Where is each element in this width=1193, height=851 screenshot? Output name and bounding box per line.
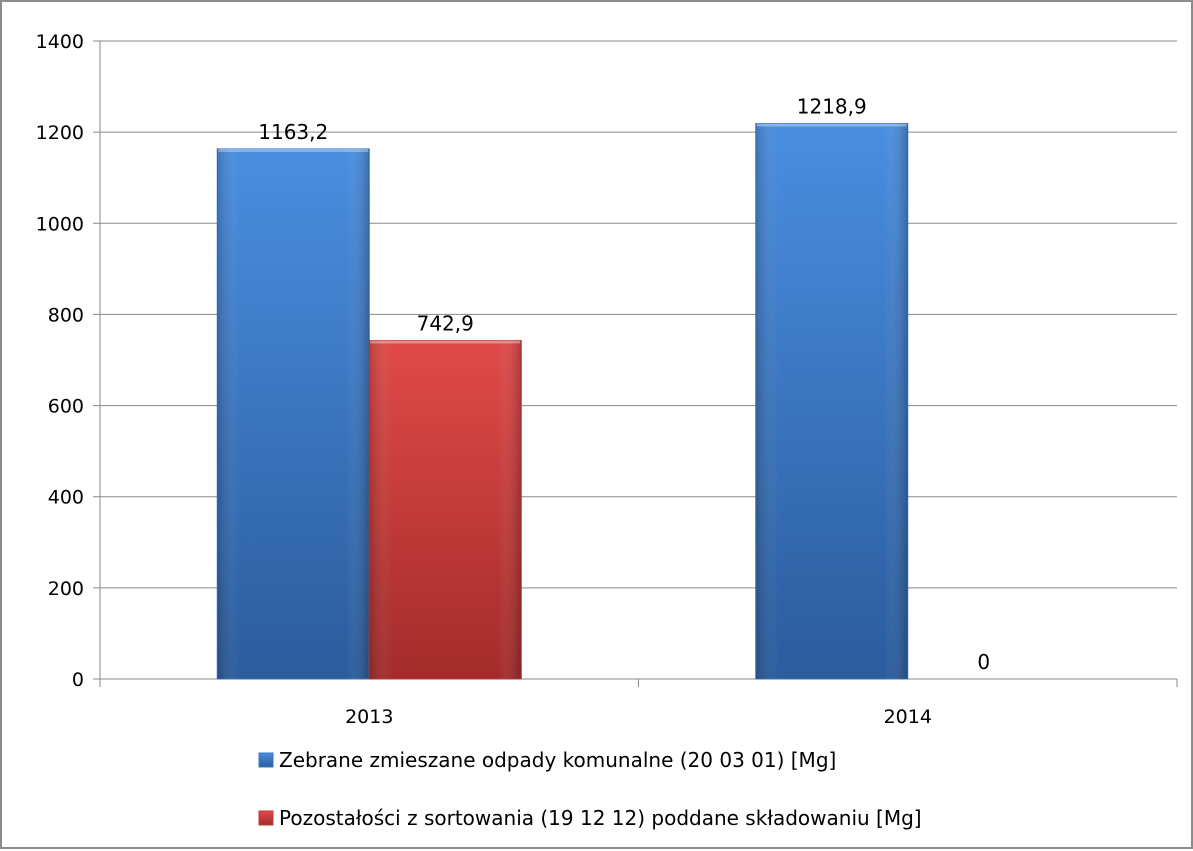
data-label: 742,9: [417, 311, 474, 335]
legend-label: Zebrane zmieszane odpady komunalne (20 0…: [279, 748, 836, 772]
axes: 0 200 400 600 800 1000 1200 1400 2013 2014: [36, 31, 1178, 728]
y-tick-label: 1400: [36, 31, 84, 53]
bars: [216, 123, 909, 680]
data-labels: 1163,2 742,9 1218,9 0: [258, 95, 990, 674]
y-tick-label: 0: [72, 669, 84, 691]
x-tick-label: 2013: [345, 706, 393, 728]
y-tick-label: 600: [48, 396, 84, 418]
bar-shade: [755, 123, 908, 680]
bar-shade: [217, 148, 370, 679]
data-label: 1218,9: [797, 95, 867, 119]
bar-shade: [369, 340, 522, 679]
x-tick-label: 2014: [884, 706, 932, 728]
bar-highlight: [218, 148, 369, 152]
legend: Zebrane zmieszane odpady komunalne (20 0…: [258, 748, 922, 830]
data-label: 1163,2: [258, 120, 328, 144]
legend-swatch: [258, 752, 274, 768]
y-tick-label: 400: [48, 487, 84, 509]
y-tick-label: 1200: [36, 122, 84, 144]
legend-label: Pozostałości z sortowania (19 12 12) pod…: [279, 806, 922, 830]
y-tick-label: 200: [48, 578, 84, 600]
bar-highlight: [370, 340, 521, 344]
bar-highlight: [756, 123, 907, 127]
y-tick-label: 1000: [36, 213, 84, 235]
data-label: 0: [977, 650, 990, 674]
y-tick-label: 800: [48, 304, 84, 326]
legend-swatch: [258, 810, 274, 826]
